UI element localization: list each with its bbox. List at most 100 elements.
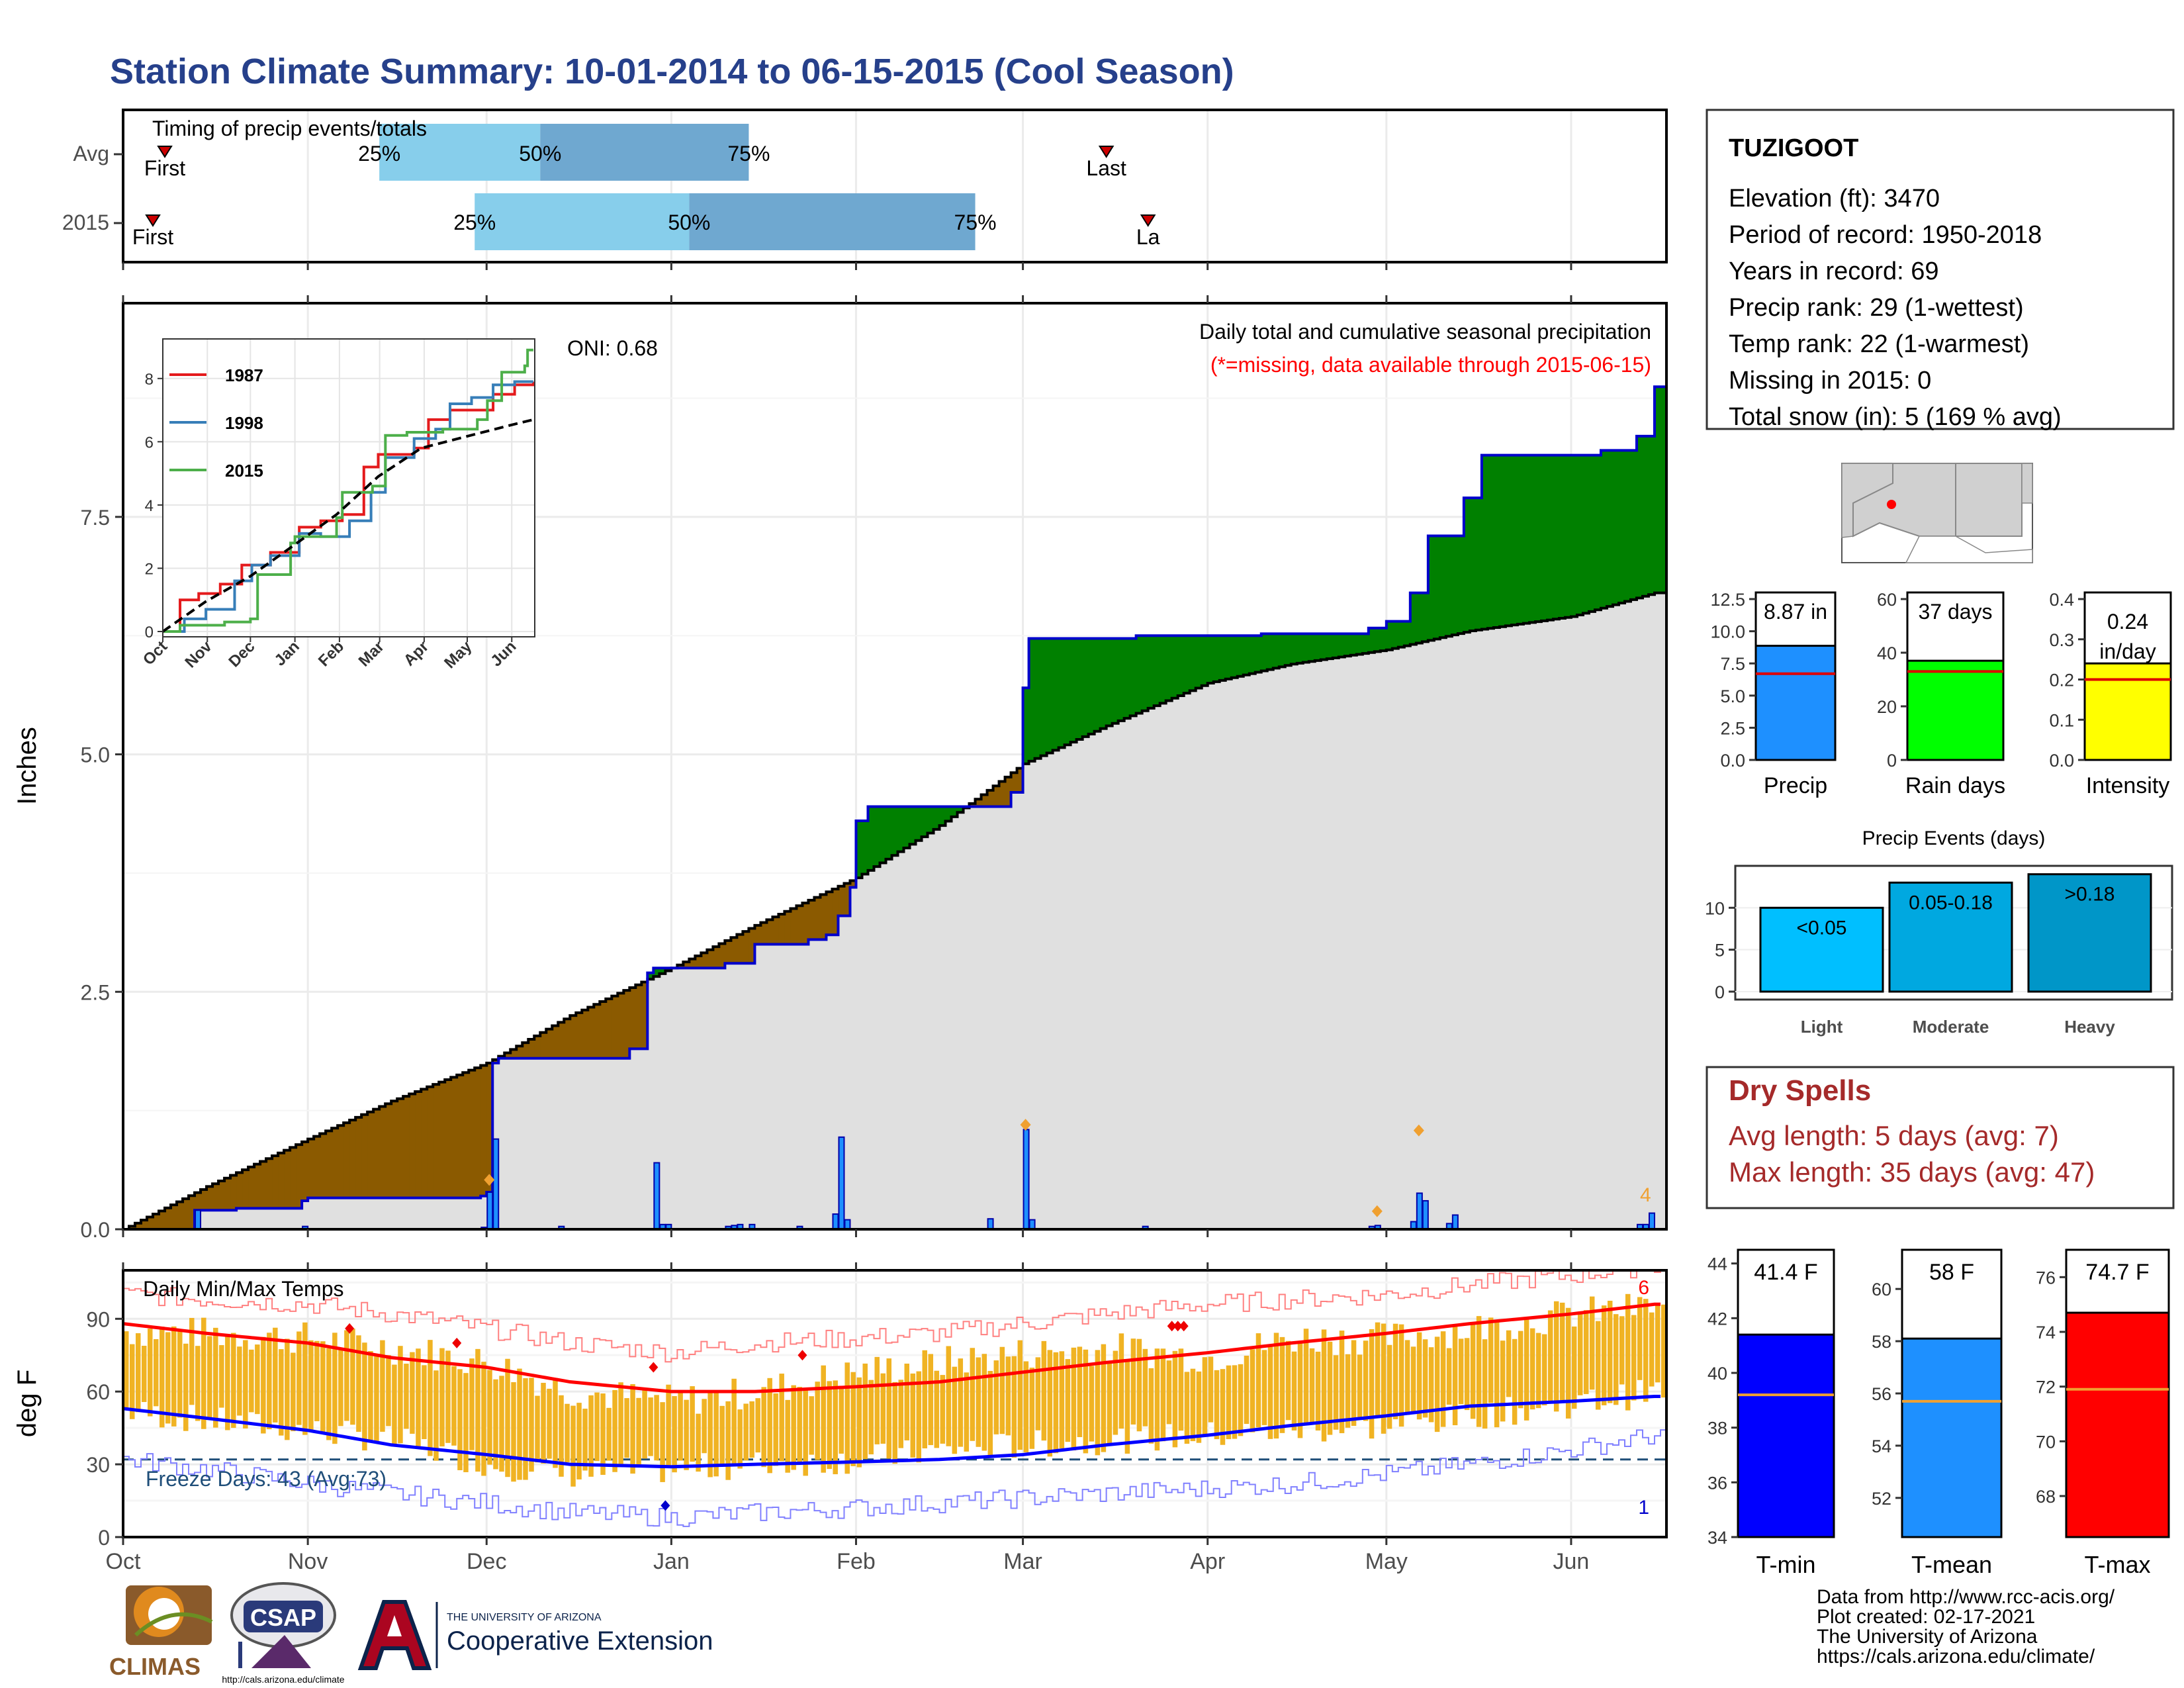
below-average-fill (373, 1109, 380, 1198)
daily-temp-bar (1464, 1338, 1470, 1411)
daily-temp-bar (130, 1344, 135, 1419)
below-average-fill (153, 1213, 159, 1229)
daily-temp-bar (1273, 1333, 1279, 1439)
daily-temp-bar (511, 1382, 516, 1482)
credit-line-1: Data from http://www.rcc-acis.org/ (1817, 1586, 2115, 1608)
below-average-fill (552, 1025, 559, 1058)
daily-temp-bar (177, 1330, 183, 1418)
daily-temp-bar (529, 1378, 534, 1472)
daily-temp-bar (1333, 1355, 1339, 1430)
dry-spells-box: Dry Spells Avg length: 5 days (avg: 7) M… (1706, 1066, 2175, 1209)
first-event-label: First (132, 225, 173, 249)
daily-temp-bar (1077, 1346, 1083, 1437)
month-label: May (1365, 1549, 1408, 1574)
daily-temp-bar (1035, 1357, 1041, 1430)
above-average-fill (1285, 633, 1292, 666)
daily-temp-bar (1607, 1301, 1613, 1403)
above-average-fill (1118, 638, 1125, 721)
record-low-count: 1 (1638, 1497, 1649, 1519)
daily-temp-bar (928, 1354, 934, 1446)
below-average-fill (564, 1019, 570, 1058)
below-average-fill (850, 880, 857, 888)
events-y-tick-label: 0 (1715, 982, 1725, 1002)
above-average-fill (1314, 633, 1322, 661)
below-average-fill (159, 1211, 165, 1229)
timing-bar-50-75 (540, 124, 749, 181)
summary-y-tick-label: 10.0 (1710, 622, 1745, 642)
summary-y-tick-label: 0.2 (2049, 671, 2074, 690)
above-average-fill (1380, 628, 1387, 651)
daily-temp-bar (1315, 1351, 1321, 1431)
daily-temp-bar (428, 1340, 433, 1456)
summary-y-tick-label: 0.3 (2049, 630, 2074, 650)
above-average-fill (1576, 455, 1584, 615)
daily-temp-bar (1071, 1347, 1077, 1451)
daily-temp-bar (702, 1399, 707, 1454)
below-average-fill (826, 892, 833, 935)
above-average-fill (1070, 638, 1077, 743)
daily-temp-bar (850, 1372, 856, 1466)
above-average-fill (1559, 455, 1566, 619)
daily-temp-bar (952, 1366, 958, 1454)
daily-temp-bar (1452, 1326, 1458, 1426)
above-average-fill (1350, 633, 1357, 655)
event-bar-label: >0.18 (2065, 884, 2115, 906)
daily-temp-bar (332, 1333, 338, 1444)
daily-temp-bar (267, 1333, 272, 1430)
below-average-fill (713, 947, 719, 968)
daily-temp-bar (839, 1388, 844, 1454)
below-average-fill (582, 1009, 588, 1058)
daily-temp-bar (743, 1403, 749, 1461)
daily-temp-bar (815, 1382, 820, 1460)
temp-summary-y-tick-label: 52 (1872, 1489, 1891, 1509)
below-average-fill (361, 1114, 368, 1198)
daily-temp-bar (261, 1336, 266, 1434)
above-average-fill (1553, 455, 1560, 620)
above-average-fill (903, 806, 911, 849)
daily-temp-bar (148, 1329, 153, 1417)
daily-temp-bar (976, 1357, 981, 1447)
below-average-fill (403, 1096, 410, 1198)
daily-temp-bar (1649, 1312, 1655, 1387)
station-period: Period of record: 1950-2018 (1729, 221, 2042, 249)
daily-temp-bar (1118, 1333, 1124, 1429)
daily-temp-bar (171, 1326, 177, 1427)
above-average-fill (1064, 638, 1071, 745)
daily-temp-bar (380, 1340, 385, 1432)
daily-precip-bar (302, 1225, 309, 1229)
daily-temp-bar (142, 1345, 147, 1402)
daily-temp-bar (451, 1366, 457, 1446)
above-average-fill (1648, 436, 1655, 595)
below-average-fill (754, 925, 762, 945)
snow-marker (1371, 1205, 1383, 1217)
above-average-fill (939, 806, 946, 826)
above-average-fill (1332, 633, 1340, 658)
daily-temp-bar (946, 1346, 952, 1446)
daily-temp-bar (660, 1402, 665, 1482)
above-average-fill (1642, 436, 1649, 596)
daily-temp-bar (1601, 1305, 1607, 1405)
daily-temp-bar (1303, 1329, 1309, 1425)
temp-value-label: 58 F (1929, 1260, 1974, 1285)
daily-temp-bar (1309, 1348, 1315, 1423)
below-average-fill (212, 1184, 219, 1211)
inset-y-tick-label: 0 (145, 624, 154, 641)
station-location-marker (1887, 500, 1896, 509)
daily-temp-bar (1226, 1365, 1232, 1440)
month-label: Feb (837, 1549, 876, 1574)
daily-temp-bar (1321, 1329, 1327, 1442)
above-average-fill (1433, 536, 1441, 639)
event-bar (2027, 873, 2152, 993)
daily-temp-bar (1553, 1301, 1559, 1412)
above-average-fill (1481, 455, 1488, 630)
daily-temp-bar (1387, 1344, 1392, 1429)
daily-temp-bar (690, 1386, 695, 1462)
last-event-marker (1140, 214, 1156, 227)
below-average-fill (617, 993, 624, 1058)
daily-temp-bar (981, 1354, 987, 1451)
daily-temp-bar (1535, 1333, 1541, 1409)
daily-temp-bar (993, 1360, 999, 1434)
temp-summary-y-tick-label: 74 (2036, 1323, 2056, 1342)
summary-value-unit: in/day (2099, 639, 2156, 663)
snow-marker (484, 1174, 495, 1186)
